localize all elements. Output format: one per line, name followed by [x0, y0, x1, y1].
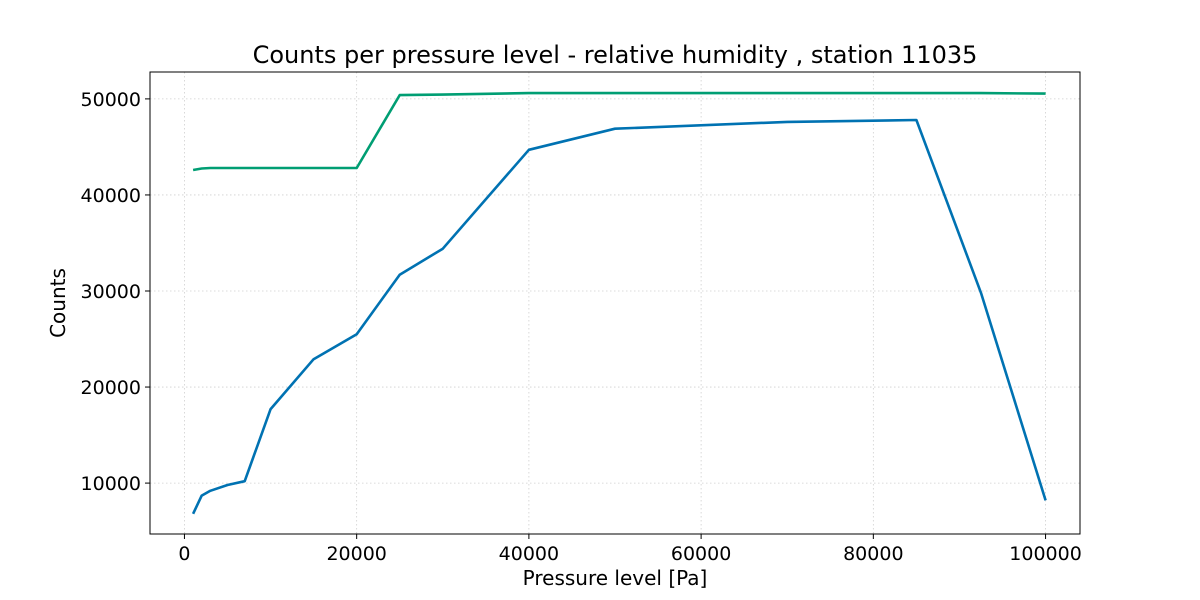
plot-area-frame	[149, 71, 1081, 535]
x-tick-label: 100000	[1009, 543, 1082, 565]
x-axis-label: Pressure level [Pa]	[523, 566, 708, 590]
y-tick-label: 10000	[81, 473, 141, 495]
y-axis-label: Counts	[46, 268, 70, 338]
x-tick-label: 40000	[499, 543, 559, 565]
y-tick-label: 30000	[81, 281, 141, 303]
y-tick-label: 20000	[81, 377, 141, 399]
y-tick-label: 40000	[81, 185, 141, 207]
series-line-2	[192, 91, 1046, 172]
x-tick-label: 0	[178, 543, 190, 565]
x-tick-label: 20000	[326, 543, 386, 565]
series-line-1	[191, 118, 1047, 515]
series-layer	[191, 91, 1047, 515]
x-tick-label: 80000	[843, 543, 903, 565]
y-tick-label: 50000	[81, 89, 141, 111]
chart-title: Counts per pressure level - relative hum…	[253, 41, 978, 69]
grid-layer	[150, 72, 1080, 534]
tick-layer: 0 20000 40000 60000 80000 100000 10000 20000 300…	[81, 89, 1082, 565]
x-tick-label: 60000	[671, 543, 731, 565]
